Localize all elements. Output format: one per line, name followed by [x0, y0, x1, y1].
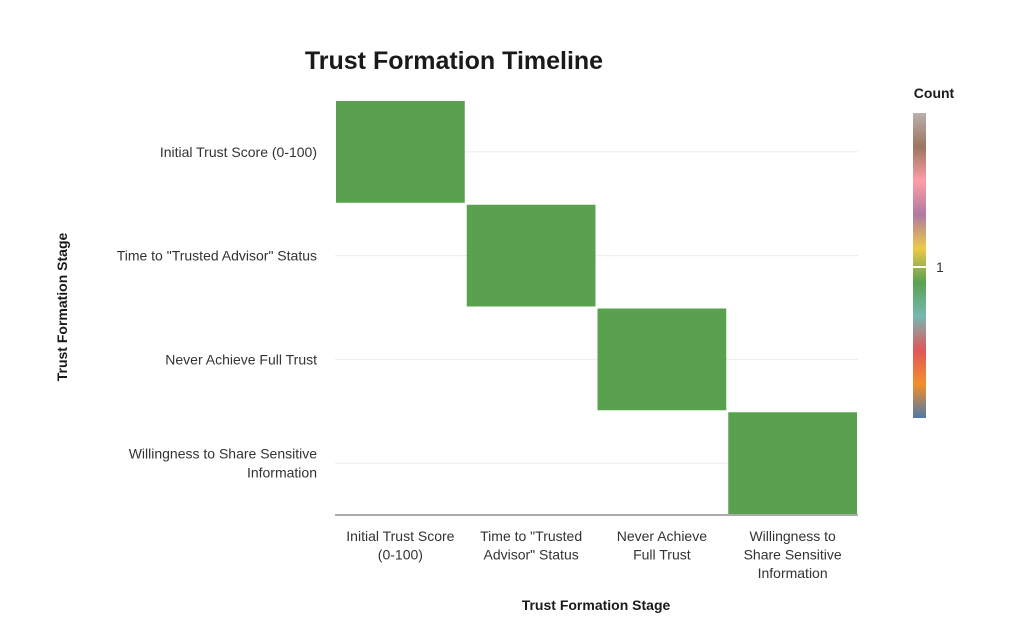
cells-layer [336, 101, 857, 514]
y-axis-title: Trust Formation Stage [54, 233, 70, 382]
y-tick-label: Willingness to Share Sensitive Informatio… [129, 446, 318, 481]
x-tick-label: Willingness to Share Sensitive Information [744, 528, 842, 581]
legend-title: Count [914, 85, 955, 101]
heatmap-cell [466, 204, 596, 307]
x-tick-label: Never Achieve Full Trust [617, 528, 707, 563]
y-tick-label: Never Achieve Full Trust [165, 351, 317, 367]
x-tick-labels: Initial Trust Score (0-100) Time to "Trust… [346, 528, 842, 581]
heatmap-cell [597, 308, 727, 411]
y-tick-label: Time to "Trusted Advisor" Status [117, 248, 317, 264]
legend-tick-label: 1 [936, 259, 944, 275]
heatmap-cell [336, 101, 465, 203]
x-axis-title: Trust Formation Stage [522, 597, 671, 613]
color-legend: Count 1 [913, 85, 955, 418]
heatmap-cell [728, 412, 857, 514]
x-tick-label: Time to "Trusted Advisor" Status [480, 528, 582, 563]
y-tick-label: Initial Trust Score (0-100) [160, 144, 317, 160]
legend-colorbar [913, 113, 926, 418]
x-tick-label: Initial Trust Score (0-100) [346, 528, 454, 563]
y-tick-labels: Initial Trust Score (0-100) Time to "Trus… [117, 144, 318, 481]
chart-title: Trust Formation Timeline [305, 47, 603, 75]
